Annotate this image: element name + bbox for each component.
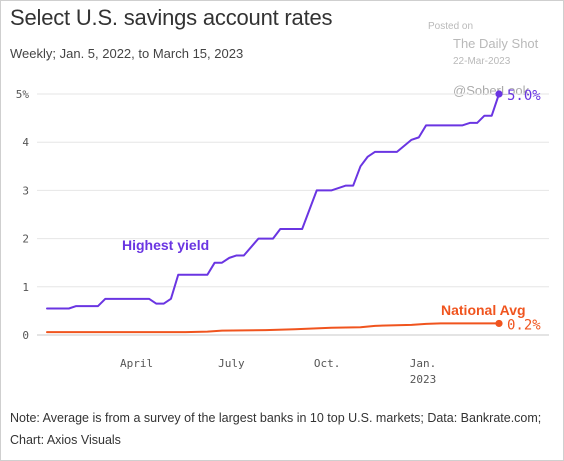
series-line-0: [46, 93, 500, 310]
y-tick-label: 4: [22, 136, 29, 149]
series-end-label-1: 0.2%: [507, 317, 541, 333]
x-tick-sublabel: 2023: [410, 373, 437, 386]
chart-subtitle: Weekly; Jan. 5, 2022, to March 15, 2023: [10, 46, 244, 61]
watermark-date: 22-Mar-2023: [453, 56, 511, 67]
x-tick-label: Jan.: [410, 357, 437, 370]
x-tick-label: Oct.: [314, 357, 341, 370]
y-tick-label: 2: [22, 233, 29, 246]
series-label-national-avg: National Avg: [441, 302, 526, 318]
y-tick-label: 5%: [16, 88, 30, 101]
watermark-source: The Daily Shot: [453, 36, 539, 51]
y-tick-label: 3: [22, 184, 29, 197]
series-line-1: [46, 322, 500, 334]
x-tick-label: July: [218, 357, 245, 370]
y-tick-label: 0: [22, 329, 29, 342]
series-label-highest-yield: Highest yield: [122, 237, 209, 253]
watermark-posted-on: Posted on: [428, 21, 474, 32]
x-tick-label: April: [120, 357, 153, 370]
chart-note: Note: Average is from a survey of the la…: [10, 411, 542, 447]
series-end-point-1: [495, 319, 503, 328]
page-title: Select U.S. savings account rates: [10, 5, 333, 30]
y-tick-label: 1: [22, 281, 29, 294]
series-end-label-0: 5.0%: [507, 88, 541, 104]
series-end-point-0: [495, 90, 503, 98]
